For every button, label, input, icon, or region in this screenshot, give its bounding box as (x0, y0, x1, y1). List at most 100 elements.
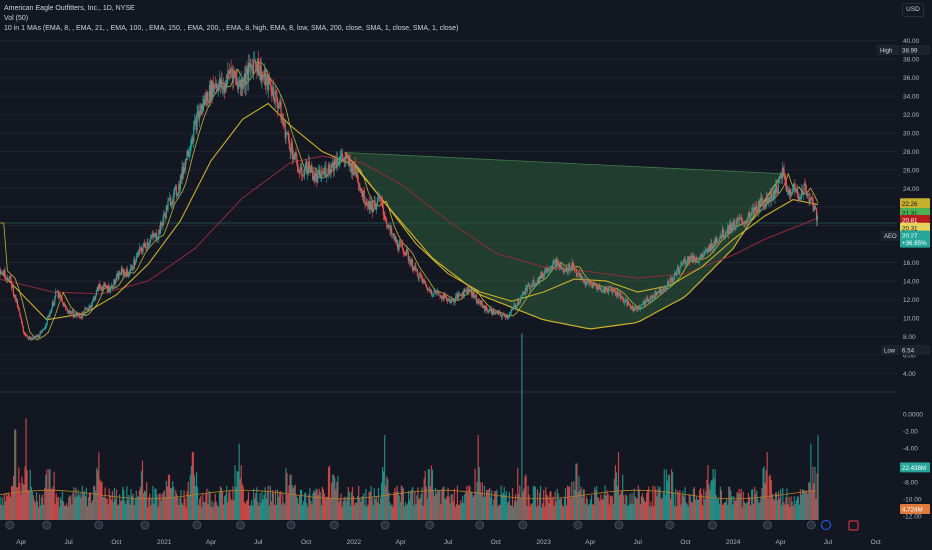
volume-bar (255, 493, 257, 520)
candle-body (718, 238, 720, 242)
candle-body (610, 287, 612, 289)
candle-body (193, 121, 196, 127)
candle-body (93, 297, 95, 300)
volume-bar (236, 471, 238, 520)
volume-bar (261, 491, 263, 520)
volume-bar (188, 495, 190, 520)
candle-body (370, 201, 372, 210)
volume-bar (225, 494, 227, 520)
volume-current-value: 22.438M (902, 465, 926, 472)
candle-body (246, 68, 248, 74)
volume-bar (427, 469, 429, 520)
volume-tick-label: -12.00 (903, 513, 922, 520)
candle-body (395, 236, 397, 243)
volume-bar (337, 475, 339, 520)
currency-button[interactable]: USD (902, 3, 924, 17)
candle-body (522, 291, 524, 295)
earnings-event-icon (42, 520, 52, 530)
candle-body (410, 259, 413, 263)
volume-bar (724, 501, 727, 520)
candle-body (95, 295, 97, 300)
volume-bar (763, 466, 765, 520)
candle-body (75, 313, 78, 316)
candle-body (514, 304, 516, 307)
candle-body (62, 302, 64, 307)
volume-bar (590, 495, 593, 520)
volume-bar (112, 502, 114, 520)
candle-body (770, 189, 772, 198)
candle-body (149, 238, 152, 243)
volume-bar (4, 501, 6, 520)
candle-body (423, 279, 425, 281)
time-tick-label: Jul (64, 539, 73, 546)
volume-bar (83, 490, 85, 520)
volume-bar (622, 474, 624, 520)
volume-bar (530, 503, 532, 520)
volume-bar (816, 473, 818, 520)
volume-bar (395, 492, 397, 520)
candle-body (537, 277, 539, 283)
volume-bar (742, 491, 744, 520)
candle-body (508, 316, 510, 318)
candle-body (558, 264, 560, 267)
candle-body (91, 301, 93, 306)
candle-body (342, 157, 345, 162)
candle-body (301, 167, 303, 176)
candle-body (276, 93, 278, 102)
volume-bar (575, 463, 577, 520)
candle-body (218, 78, 221, 84)
volume-bar (571, 481, 573, 520)
candle-body (171, 200, 173, 205)
candle-body (405, 255, 407, 256)
volume-bar (519, 485, 521, 520)
volume-bar (618, 495, 621, 520)
volume-bar (458, 504, 461, 520)
volume-bar (811, 489, 813, 520)
candle-body (172, 200, 174, 203)
candle-body (89, 305, 91, 308)
volume-bar (35, 492, 38, 520)
volume-bar (515, 494, 517, 520)
candle-body (298, 171, 300, 173)
candle-body (670, 278, 672, 279)
volume-bar (704, 499, 706, 520)
volume-bar (148, 497, 150, 520)
candle-body (470, 289, 473, 295)
volume-bar (111, 491, 113, 520)
candle-body (277, 106, 280, 109)
volume-bar (766, 452, 768, 520)
candle-body (262, 74, 264, 77)
candle-body (336, 158, 338, 167)
volume-bar (655, 489, 657, 520)
volume-bar (603, 494, 605, 520)
volume-bar (585, 496, 587, 520)
candle-body (499, 311, 501, 313)
volume-bar (558, 499, 560, 520)
volume-bar (89, 492, 92, 520)
volume-bar (607, 494, 609, 520)
volume-bar (486, 490, 489, 520)
volume-bar (700, 487, 702, 520)
candle-body (425, 284, 428, 288)
volume-bar (43, 504, 45, 520)
candle-body (252, 65, 254, 74)
volume-bar (325, 496, 328, 520)
volume-bar (121, 500, 123, 520)
volume-bar (251, 500, 253, 520)
candle-body (286, 133, 288, 134)
candle-body (351, 163, 353, 173)
low-price-tag-label: Low (884, 348, 896, 354)
candle-body (691, 255, 693, 259)
volume-bar (532, 486, 534, 520)
volume-bar (153, 503, 155, 520)
candle-body (712, 245, 714, 250)
volume-bar (244, 504, 246, 520)
volume-bar (412, 486, 414, 520)
price-tick-label: 8.00 (903, 334, 916, 341)
volume-bar (730, 490, 732, 520)
candle-body (10, 275, 12, 281)
candle-body (207, 92, 209, 102)
candle-body (146, 242, 148, 249)
candle-body (484, 307, 486, 312)
